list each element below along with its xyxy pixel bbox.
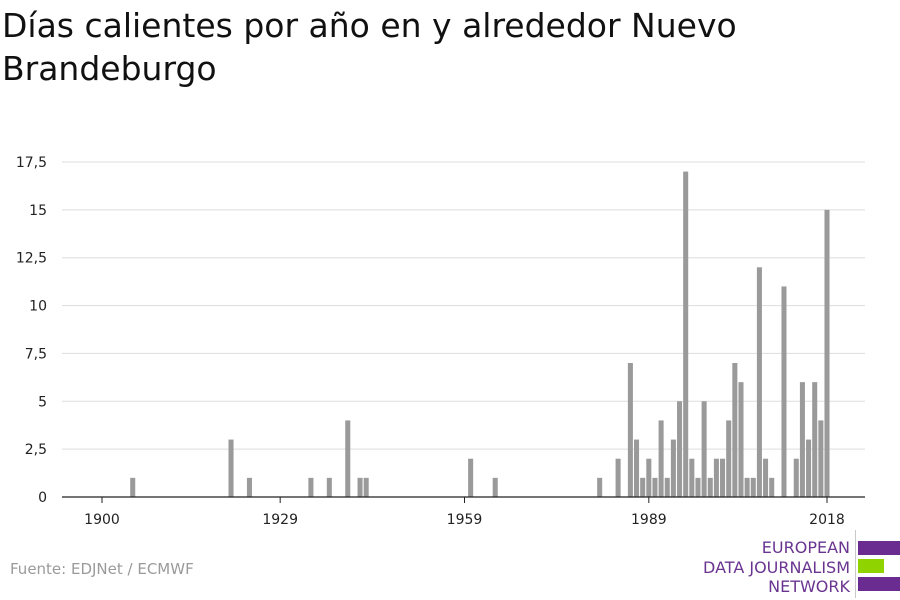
bar-2005 [744,477,750,497]
bar-1998 [701,401,707,497]
bar-1924 [246,477,252,497]
y-tick-label: 0 [38,490,47,506]
bar-2013 [793,458,799,497]
bar-2009 [769,477,775,497]
bar-2016 [812,382,818,497]
y-tick-label: 12,5 [16,251,47,267]
bar-2003 [732,363,738,497]
bar-1992 [664,477,670,497]
y-tick-label: 10 [29,299,47,315]
chart-title: Días calientes por año en y alrededor Nu… [2,6,737,88]
bar-1997 [695,477,701,497]
logo-text-european: EUROPEAN [761,538,850,557]
bar-1940 [345,420,351,497]
bar-2006 [750,477,756,497]
y-tick-label: 2,5 [25,442,47,458]
bar-1964 [492,477,498,497]
bar-2001 [720,458,726,497]
bar-1942 [357,477,363,497]
bar-1990 [652,477,658,497]
y-tick-label: 15 [29,203,47,219]
bar-2000 [713,458,719,497]
x-tick-label: 2018 [809,512,845,528]
y-tick-label: 7,5 [25,346,47,362]
bar-2014 [799,382,805,497]
bar-1984 [615,458,621,497]
bar-1995 [683,171,689,498]
bar-1921 [228,439,234,497]
y-tick-label: 5 [38,394,47,410]
bar-2011 [781,286,787,497]
bar-1937 [326,477,332,497]
bar-1986 [627,363,633,497]
logo-text-data-journalism: DATA JOURNALISM [703,558,850,577]
bar-1934 [308,477,314,497]
gridlines [62,161,865,450]
source-note: Fuente: EDJNet / ECMWF [10,560,194,578]
bar-1996 [689,458,695,497]
edjnet-logo: EUROPEAN DATA JOURNALISM NETWORK [702,530,900,598]
logo-text-network: NETWORK [768,577,850,596]
bar-1994 [677,401,683,497]
bar-2008 [763,458,769,497]
bar-2015 [806,439,812,497]
x-axis: 1900 1929 1959 1989 2018 [62,496,865,528]
bar-1960 [468,458,474,497]
bar-1987 [634,439,640,497]
bar-1905 [130,477,136,497]
y-tick-label: 17,5 [16,155,47,171]
bar-2004 [738,382,744,497]
logo-bar-purple-top [858,541,900,555]
x-tick-label: 1929 [262,512,298,528]
bar-1943 [363,477,369,497]
bar-1999 [707,477,713,497]
bars [130,171,830,498]
bar-1988 [640,477,646,497]
logo-divider [855,530,856,598]
bar-2018 [824,209,830,497]
bar-1993 [670,439,676,497]
y-axis: 0 2,5 5 7,5 10 12,5 15 17,5 [16,155,47,506]
x-tick-label: 1959 [447,512,483,528]
bar-2002 [726,420,732,497]
bar-1989 [646,458,652,497]
bar-1991 [658,420,664,497]
logo-bar-purple-bottom [858,577,900,591]
x-tick-label: 1900 [84,512,120,528]
x-tick-label: 1989 [631,512,667,528]
bar-1981 [597,477,603,497]
bar-2007 [756,267,762,497]
bar-2017 [818,420,824,497]
logo-bar-green [858,559,884,573]
